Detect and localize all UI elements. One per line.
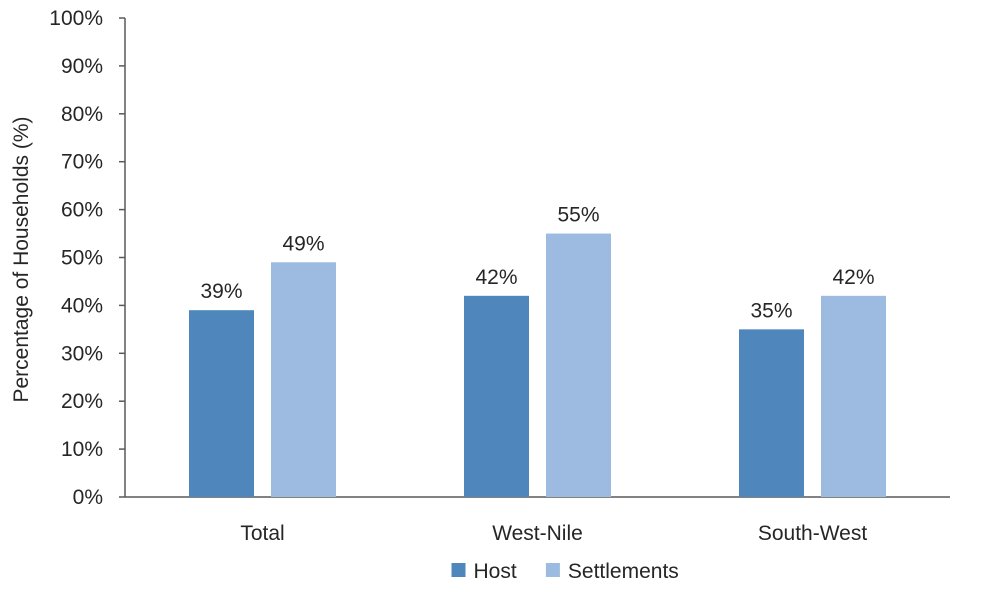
y-axis-title: Percentage of Households (%) [10,117,33,403]
y-tick-label: 40% [61,294,103,317]
data-label-host: 42% [475,266,517,289]
y-tick-label: 100% [49,7,103,30]
y-tick-label: 70% [61,151,103,174]
legend-swatch-settlements [545,563,560,577]
legend-label-settlements: Settlements [568,560,679,583]
bar-host [189,310,254,497]
bar-settlements [546,233,611,498]
legend: Host Settlements [451,560,679,583]
bars-group: 39% 49% 42% 55% 35% 42% [189,204,886,498]
bar-settlements [821,295,886,497]
y-tick-label: 80% [61,103,103,126]
data-label-settlements: 49% [282,232,324,255]
y-tick-label: 30% [61,342,103,365]
data-label-host: 39% [200,280,242,303]
y-tick-label: 10% [61,438,103,461]
y-axis-ticks: 0% 10% 20% 30% 40% 50% 60% 70% 80% 90% 100% [49,7,125,509]
legend-label-host: Host [474,560,517,583]
x-axis-labels: Total West-Nile South-West [240,522,867,545]
bar-host [464,295,529,497]
y-tick-label: 90% [61,55,103,78]
data-label-settlements: 42% [832,266,874,289]
bar-host [739,329,804,497]
legend-swatch-host [451,563,466,577]
x-category-label: West-Nile [492,522,583,545]
y-tick-label: 20% [61,390,103,413]
bar-settlements [271,262,336,497]
y-tick-label: 0% [73,486,103,509]
y-tick-label: 50% [61,247,103,270]
y-tick-label: 60% [61,199,103,222]
x-category-label: South-West [758,522,867,545]
data-label-settlements: 55% [557,204,599,227]
x-category-label: Total [240,522,284,545]
data-label-host: 35% [750,299,792,322]
